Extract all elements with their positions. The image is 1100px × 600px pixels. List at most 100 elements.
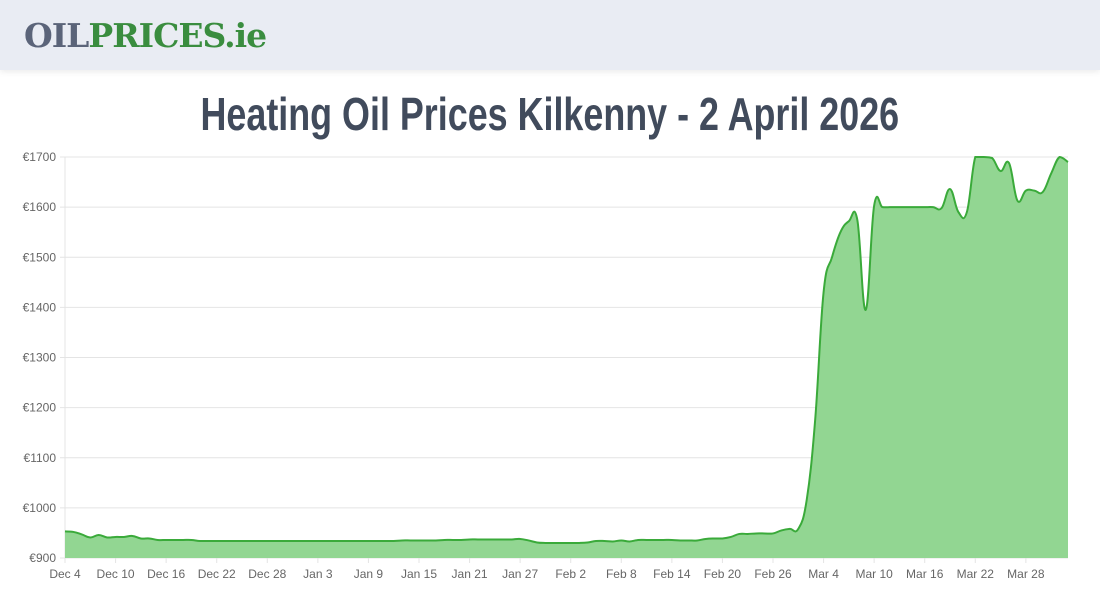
data-point bbox=[836, 228, 844, 236]
data-point bbox=[533, 538, 541, 546]
data-point bbox=[971, 153, 979, 161]
data-point bbox=[474, 535, 482, 543]
data-point bbox=[794, 525, 802, 533]
data-point bbox=[600, 537, 608, 545]
data-point bbox=[61, 527, 69, 535]
data-point bbox=[112, 533, 120, 541]
data-point bbox=[828, 253, 836, 261]
logo-text-prices: PRICES.ie bbox=[88, 16, 267, 55]
data-point bbox=[120, 533, 128, 541]
data-point bbox=[718, 534, 726, 542]
data-point bbox=[69, 528, 77, 536]
data-point bbox=[727, 533, 735, 541]
data-point bbox=[255, 537, 263, 545]
data-point bbox=[103, 533, 111, 541]
site-logo[interactable]: OILPRICES.ie bbox=[24, 16, 267, 56]
data-point bbox=[213, 537, 221, 545]
data-point bbox=[423, 536, 431, 544]
data-point bbox=[491, 535, 499, 543]
data-point bbox=[407, 536, 415, 544]
data-point bbox=[305, 537, 313, 545]
data-point bbox=[963, 208, 971, 216]
data-point bbox=[230, 537, 238, 545]
data-point bbox=[466, 535, 474, 543]
data-point bbox=[845, 217, 853, 225]
data-point bbox=[938, 204, 946, 212]
data-point bbox=[980, 153, 988, 161]
data-point bbox=[179, 536, 187, 544]
data-point bbox=[651, 536, 659, 544]
data-point bbox=[1064, 158, 1072, 166]
x-tick-label: Dec 16 bbox=[147, 567, 185, 581]
price-line bbox=[64, 155, 1069, 545]
y-tick-label: €1600 bbox=[23, 200, 57, 214]
data-point bbox=[1056, 153, 1064, 161]
x-tick-label: Feb 8 bbox=[606, 567, 637, 581]
data-point bbox=[820, 288, 828, 296]
data-point bbox=[954, 208, 962, 216]
data-point bbox=[879, 203, 887, 211]
x-tick-label: Mar 4 bbox=[808, 567, 839, 581]
y-tick-label: €1400 bbox=[23, 300, 57, 314]
data-point bbox=[432, 536, 440, 544]
data-point bbox=[541, 539, 549, 547]
data-point bbox=[997, 167, 1005, 175]
data-point bbox=[171, 536, 179, 544]
data-point bbox=[693, 536, 701, 544]
x-tick-label: Jan 15 bbox=[401, 567, 437, 581]
data-point bbox=[289, 537, 297, 545]
data-point bbox=[668, 536, 676, 544]
data-point bbox=[238, 537, 246, 545]
data-point bbox=[499, 535, 507, 543]
data-point bbox=[634, 536, 642, 544]
data-point bbox=[137, 534, 145, 542]
x-tick-label: Mar 16 bbox=[906, 567, 944, 581]
data-point bbox=[322, 537, 330, 545]
x-tick-label: Dec 28 bbox=[248, 567, 286, 581]
data-point bbox=[1039, 188, 1047, 196]
data-point bbox=[803, 496, 811, 504]
data-point bbox=[710, 534, 718, 542]
data-point bbox=[744, 530, 752, 538]
x-tick-label: Mar 22 bbox=[957, 567, 995, 581]
data-point bbox=[314, 537, 322, 545]
data-point bbox=[280, 537, 288, 545]
data-point bbox=[735, 530, 743, 538]
data-point bbox=[761, 529, 769, 537]
data-point bbox=[457, 536, 465, 544]
data-point bbox=[1022, 187, 1030, 195]
data-point bbox=[204, 537, 212, 545]
x-tick-label: Feb 26 bbox=[754, 567, 792, 581]
data-point bbox=[86, 533, 94, 541]
price-area-fill bbox=[65, 157, 1068, 558]
data-point bbox=[643, 536, 651, 544]
x-tick-label: Jan 9 bbox=[354, 567, 384, 581]
data-point bbox=[870, 202, 878, 210]
data-point bbox=[415, 536, 423, 544]
data-point bbox=[584, 538, 592, 546]
data-point bbox=[592, 537, 600, 545]
site-header: OILPRICES.ie bbox=[0, 0, 1100, 70]
data-point bbox=[929, 203, 937, 211]
y-tick-label: €1200 bbox=[23, 401, 57, 415]
data-point bbox=[862, 306, 870, 314]
x-tick-label: Dec 22 bbox=[198, 567, 236, 581]
data-point bbox=[609, 537, 617, 545]
data-point bbox=[331, 537, 339, 545]
data-point bbox=[946, 185, 954, 193]
data-point bbox=[685, 536, 693, 544]
data-point bbox=[373, 537, 381, 545]
data-point bbox=[246, 537, 254, 545]
data-point bbox=[398, 536, 406, 544]
data-point bbox=[1047, 170, 1055, 178]
data-point bbox=[786, 525, 794, 533]
data-point bbox=[988, 154, 996, 162]
data-point bbox=[1005, 159, 1013, 167]
y-tick-label: €900 bbox=[29, 551, 56, 565]
data-point bbox=[187, 536, 195, 544]
x-tick-label: Mar 28 bbox=[1007, 567, 1045, 581]
data-point bbox=[145, 534, 153, 542]
data-point bbox=[1013, 197, 1021, 205]
y-tick-label: €1000 bbox=[23, 501, 57, 515]
data-point bbox=[525, 536, 533, 544]
